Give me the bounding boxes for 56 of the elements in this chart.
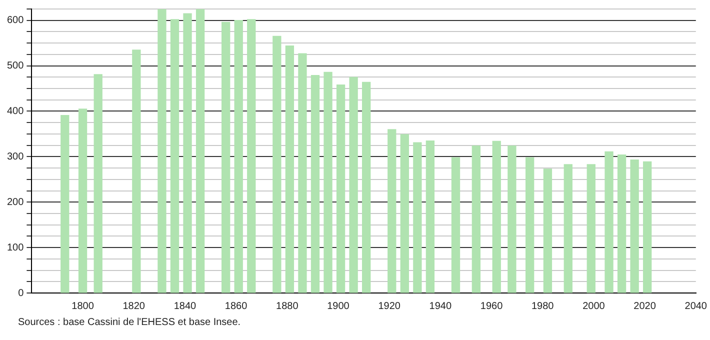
bar bbox=[196, 9, 205, 293]
y-tick-label: 200 bbox=[6, 196, 24, 208]
bar bbox=[310, 75, 320, 293]
x-tick-label: 1840 bbox=[174, 300, 197, 312]
y-tick-label: 100 bbox=[6, 242, 24, 254]
bar bbox=[526, 157, 534, 293]
bar bbox=[472, 145, 481, 293]
x-tick-label: 1800 bbox=[72, 300, 94, 312]
bar bbox=[388, 129, 396, 293]
x-tick-label: 1920 bbox=[378, 300, 401, 312]
y-tick-label: 0 bbox=[18, 288, 24, 299]
bar bbox=[400, 134, 409, 293]
bar bbox=[543, 168, 552, 293]
x-tick-label: 2000 bbox=[582, 300, 606, 312]
x-tick-label: 1860 bbox=[224, 300, 248, 312]
bar bbox=[60, 115, 70, 293]
x-tick-label: 1880 bbox=[276, 300, 299, 312]
bar bbox=[604, 151, 614, 293]
y-tick-label: 600 bbox=[6, 15, 24, 26]
bar bbox=[617, 154, 626, 293]
bar bbox=[413, 142, 422, 293]
bar bbox=[508, 145, 516, 293]
bar bbox=[564, 164, 572, 293]
x-tick-label: 2020 bbox=[634, 300, 656, 312]
bar bbox=[362, 82, 371, 293]
x-tick-label: 1960 bbox=[480, 300, 504, 312]
bar bbox=[426, 140, 435, 293]
bar bbox=[247, 19, 256, 293]
bar bbox=[132, 50, 141, 293]
x-tick-label: 1940 bbox=[429, 300, 452, 312]
bar bbox=[492, 140, 501, 293]
bar bbox=[183, 13, 192, 293]
bar bbox=[586, 164, 596, 293]
bar bbox=[336, 84, 346, 293]
y-tick-label: 500 bbox=[6, 60, 24, 72]
x-tick-label: 2040 bbox=[684, 300, 708, 312]
bar bbox=[272, 36, 282, 293]
bar bbox=[349, 76, 358, 293]
bar bbox=[298, 53, 307, 293]
bar bbox=[78, 108, 88, 293]
bar bbox=[170, 19, 180, 293]
y-tick-label: 400 bbox=[6, 106, 24, 117]
bar bbox=[94, 74, 102, 293]
bar bbox=[630, 160, 639, 293]
bar bbox=[234, 20, 243, 293]
y-tick-label: 300 bbox=[6, 151, 24, 162]
bar bbox=[158, 9, 166, 293]
x-tick-label: 1900 bbox=[327, 300, 350, 312]
bar bbox=[285, 45, 294, 293]
bar bbox=[222, 22, 230, 293]
bar bbox=[324, 72, 332, 293]
x-tick-label: 1980 bbox=[531, 300, 554, 312]
bar bbox=[643, 161, 652, 293]
bar bbox=[451, 157, 460, 293]
source-note: Sources : base Cassini de l'EHESS et base Insee. bbox=[18, 317, 242, 328]
x-tick-label: 1820 bbox=[122, 300, 146, 312]
